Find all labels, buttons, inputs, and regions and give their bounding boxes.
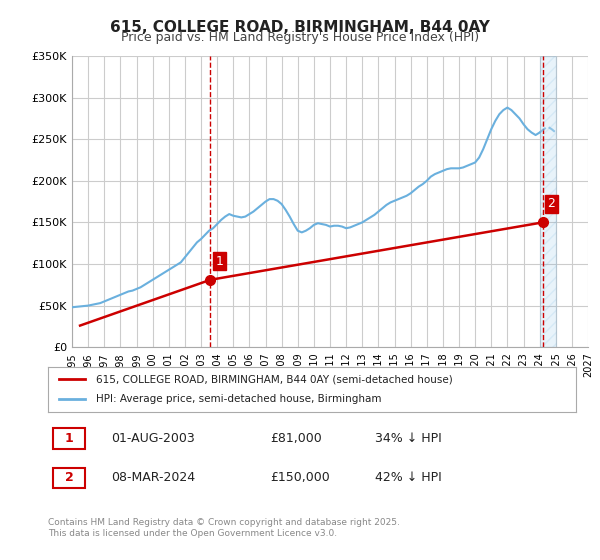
Text: 01-AUG-2003: 01-AUG-2003 <box>112 432 195 445</box>
Text: Price paid vs. HM Land Registry's House Price Index (HPI): Price paid vs. HM Land Registry's House … <box>121 31 479 44</box>
Text: 08-MAR-2024: 08-MAR-2024 <box>112 472 196 484</box>
Text: 42% ↓ HPI: 42% ↓ HPI <box>376 472 442 484</box>
Text: HPI: Average price, semi-detached house, Birmingham: HPI: Average price, semi-detached house,… <box>95 394 381 404</box>
Text: 615, COLLEGE ROAD, BIRMINGHAM, B44 0AY: 615, COLLEGE ROAD, BIRMINGHAM, B44 0AY <box>110 20 490 35</box>
Text: 1: 1 <box>65 432 73 445</box>
Text: 615, COLLEGE ROAD, BIRMINGHAM, B44 0AY (semi-detached house): 615, COLLEGE ROAD, BIRMINGHAM, B44 0AY (… <box>95 374 452 384</box>
FancyBboxPatch shape <box>53 428 85 449</box>
Text: 1: 1 <box>215 255 223 268</box>
Text: 2: 2 <box>65 472 73 484</box>
Text: Contains HM Land Registry data © Crown copyright and database right 2025.
This d: Contains HM Land Registry data © Crown c… <box>48 518 400 538</box>
Text: 34% ↓ HPI: 34% ↓ HPI <box>376 432 442 445</box>
Text: 2: 2 <box>548 198 556 211</box>
FancyBboxPatch shape <box>53 468 85 488</box>
Text: £81,000: £81,000 <box>270 432 322 445</box>
Text: £150,000: £150,000 <box>270 472 329 484</box>
